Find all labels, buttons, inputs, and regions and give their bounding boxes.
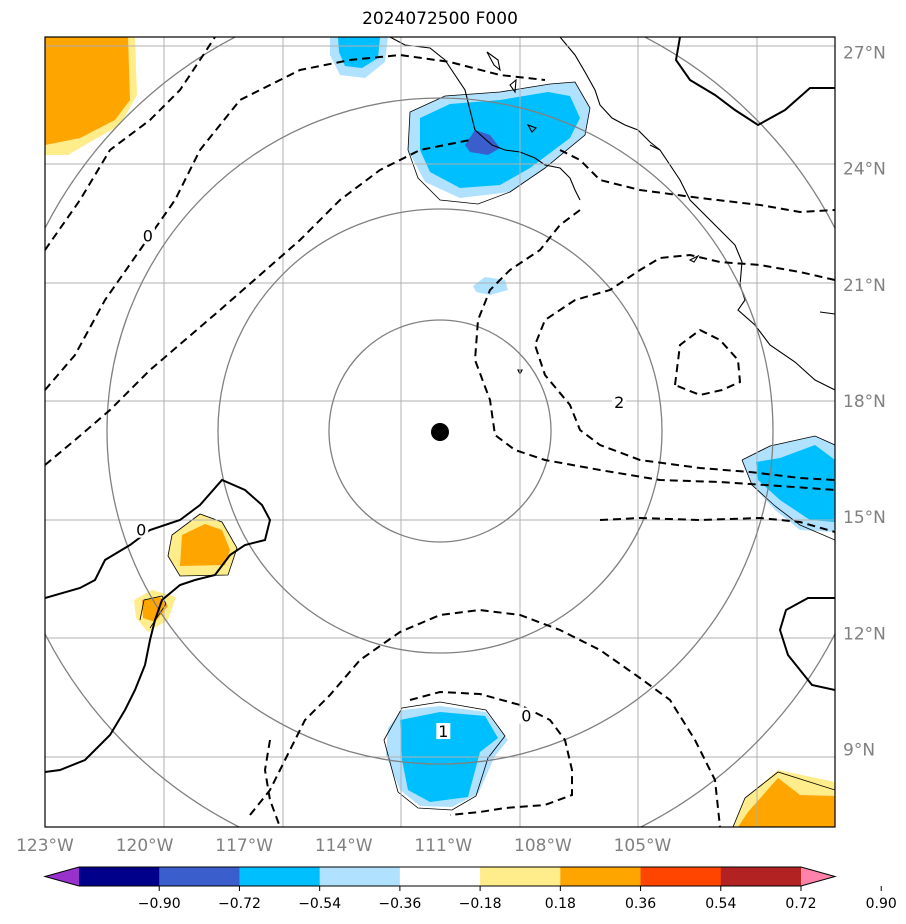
colorbar-tick-label: 0.18 bbox=[545, 896, 576, 912]
longitude-labels: 123°W 120°W 117°W 114°W 111°W 108°W 105°W bbox=[16, 836, 671, 856]
map-frame bbox=[44, 36, 836, 828]
fill-negative-baja-core bbox=[465, 130, 500, 155]
colorbar-tick-label: −0.72 bbox=[218, 896, 261, 912]
lon-tick-label: 111°W bbox=[414, 836, 472, 856]
colorbar-segment bbox=[319, 867, 401, 886]
colorbar-segment bbox=[239, 867, 321, 886]
contour-label: 1 bbox=[438, 722, 448, 741]
lon-tick-label: 105°W bbox=[614, 836, 672, 856]
colorbar-segment bbox=[720, 867, 802, 886]
colorbar-tick-label: 0.72 bbox=[785, 896, 816, 912]
colorbar-tick-label: 0.90 bbox=[866, 896, 897, 912]
fill-negative-east bbox=[756, 445, 835, 522]
contour-label: 0 bbox=[136, 521, 146, 540]
contour-labels: 0 2 0 1 0 bbox=[134, 226, 627, 741]
contour-label-bg bbox=[519, 707, 534, 724]
fill-negative-top bbox=[338, 37, 380, 68]
colorbar: −0.90 −0.72 −0.54 −0.36 −0.18 0.18 0.36 0.54 0.7… bbox=[43, 866, 897, 912]
fill-outlines bbox=[139, 81, 835, 827]
colorbar-segment bbox=[399, 867, 481, 886]
colorbar-tick-label: −0.90 bbox=[138, 896, 181, 912]
colorbar-extend-low bbox=[45, 867, 79, 886]
fill-positive-se bbox=[738, 778, 835, 827]
map-content bbox=[45, 37, 835, 827]
lat-tick-label: 9°N bbox=[843, 741, 875, 761]
range-rings bbox=[45, 37, 835, 827]
dashed-contours bbox=[45, 37, 835, 827]
contour-label-bg bbox=[140, 227, 155, 244]
colorbar-segment bbox=[159, 867, 240, 886]
colorbar-segment bbox=[560, 867, 642, 886]
contour-label: 2 bbox=[614, 393, 624, 412]
colorbar-tick-label: −0.54 bbox=[298, 896, 341, 912]
colorbar-tick-label: 0.36 bbox=[625, 896, 656, 912]
colorbar-outline bbox=[43, 866, 837, 887]
colorbar-tick-label: 0.54 bbox=[705, 896, 736, 912]
contour-label-bg bbox=[612, 393, 627, 410]
colorbar-segment bbox=[79, 867, 160, 886]
colorbar-segment bbox=[640, 867, 722, 886]
lon-tick-label: 108°W bbox=[514, 836, 572, 856]
lon-tick-label: 123°W bbox=[16, 836, 74, 856]
lon-tick-label: 120°W bbox=[116, 836, 174, 856]
colorbar-segment bbox=[480, 867, 561, 886]
lat-tick-label: 12°N bbox=[843, 624, 886, 644]
lon-tick-label: 117°W bbox=[215, 836, 273, 856]
contour-label: 0 bbox=[143, 226, 153, 245]
colorbar-tick-label: −0.36 bbox=[378, 896, 421, 912]
contour-label-bg bbox=[134, 521, 149, 538]
lat-tick-label: 15°N bbox=[843, 508, 886, 528]
lat-tick-label: 18°N bbox=[843, 392, 886, 412]
colorbar-tick-label: −0.18 bbox=[459, 896, 502, 912]
lon-tick-label: 114°W bbox=[315, 836, 373, 856]
latitude-labels: 27°N 24°N 21°N 18°N 15°N 12°N 9°N bbox=[843, 43, 886, 760]
contour-label-bg bbox=[436, 723, 451, 740]
lat-tick-label: 24°N bbox=[843, 160, 886, 180]
fill-positive-nw-inner bbox=[45, 37, 130, 145]
lat-tick-label: 27°N bbox=[843, 43, 886, 63]
plot-title: 2024072500 F000 bbox=[362, 9, 518, 29]
storm-center-marker bbox=[431, 423, 449, 441]
fill-positive-west bbox=[180, 524, 230, 566]
colorbar-extend-high bbox=[801, 867, 835, 886]
lat-tick-label: 21°N bbox=[843, 276, 886, 296]
contour-label: 0 bbox=[521, 707, 531, 726]
